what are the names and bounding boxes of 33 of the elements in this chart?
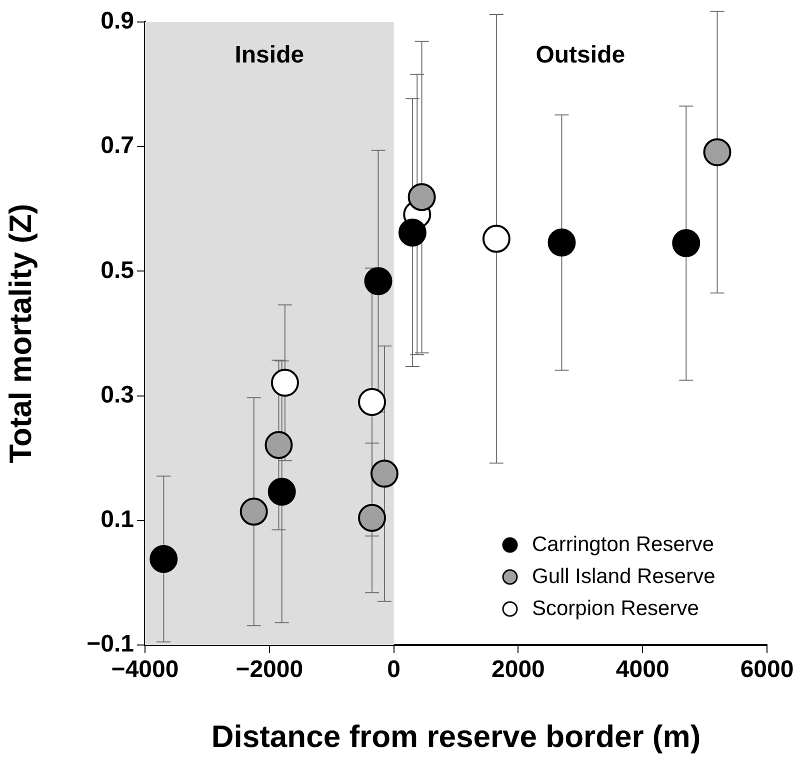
x-tick-label: −4000 — [111, 656, 179, 684]
point — [370, 460, 398, 488]
legend-label: Gull Island Reserve — [532, 564, 716, 588]
x-axis-title: Distance from reserve border (m) — [211, 718, 701, 754]
point — [358, 504, 386, 532]
y-axis-title: Total mortality (Z) — [3, 204, 38, 464]
point — [364, 267, 392, 296]
y-tick-label: 0.5 — [100, 256, 134, 284]
point — [398, 218, 426, 247]
x-tick-label: 4000 — [616, 656, 670, 684]
point — [150, 545, 178, 574]
y-tick-label: 0.1 — [100, 506, 134, 534]
x-tick-label: 0 — [387, 656, 400, 684]
point — [358, 388, 386, 416]
point — [268, 478, 296, 506]
point — [703, 138, 732, 166]
point — [548, 228, 576, 257]
y-tick-label: 0.9 — [100, 8, 134, 35]
point — [408, 183, 436, 212]
y-tick-label: 0.3 — [100, 381, 134, 408]
point — [264, 431, 293, 460]
y-tick-label: 0.7 — [100, 132, 134, 160]
annotation: Outside — [536, 42, 626, 69]
legend-label: Scorpion Reserve — [532, 596, 699, 620]
x-tick-label: −2000 — [236, 656, 304, 684]
y-tick-label: −0.1 — [86, 630, 134, 658]
band-label: Inside — [234, 42, 304, 69]
x-tick-label: 6000 — [740, 656, 794, 684]
legend-label: Carrington Reserve — [532, 532, 714, 556]
point — [672, 229, 700, 258]
x-tick-label: 2000 — [492, 656, 545, 684]
point — [240, 498, 268, 526]
point — [270, 368, 299, 397]
